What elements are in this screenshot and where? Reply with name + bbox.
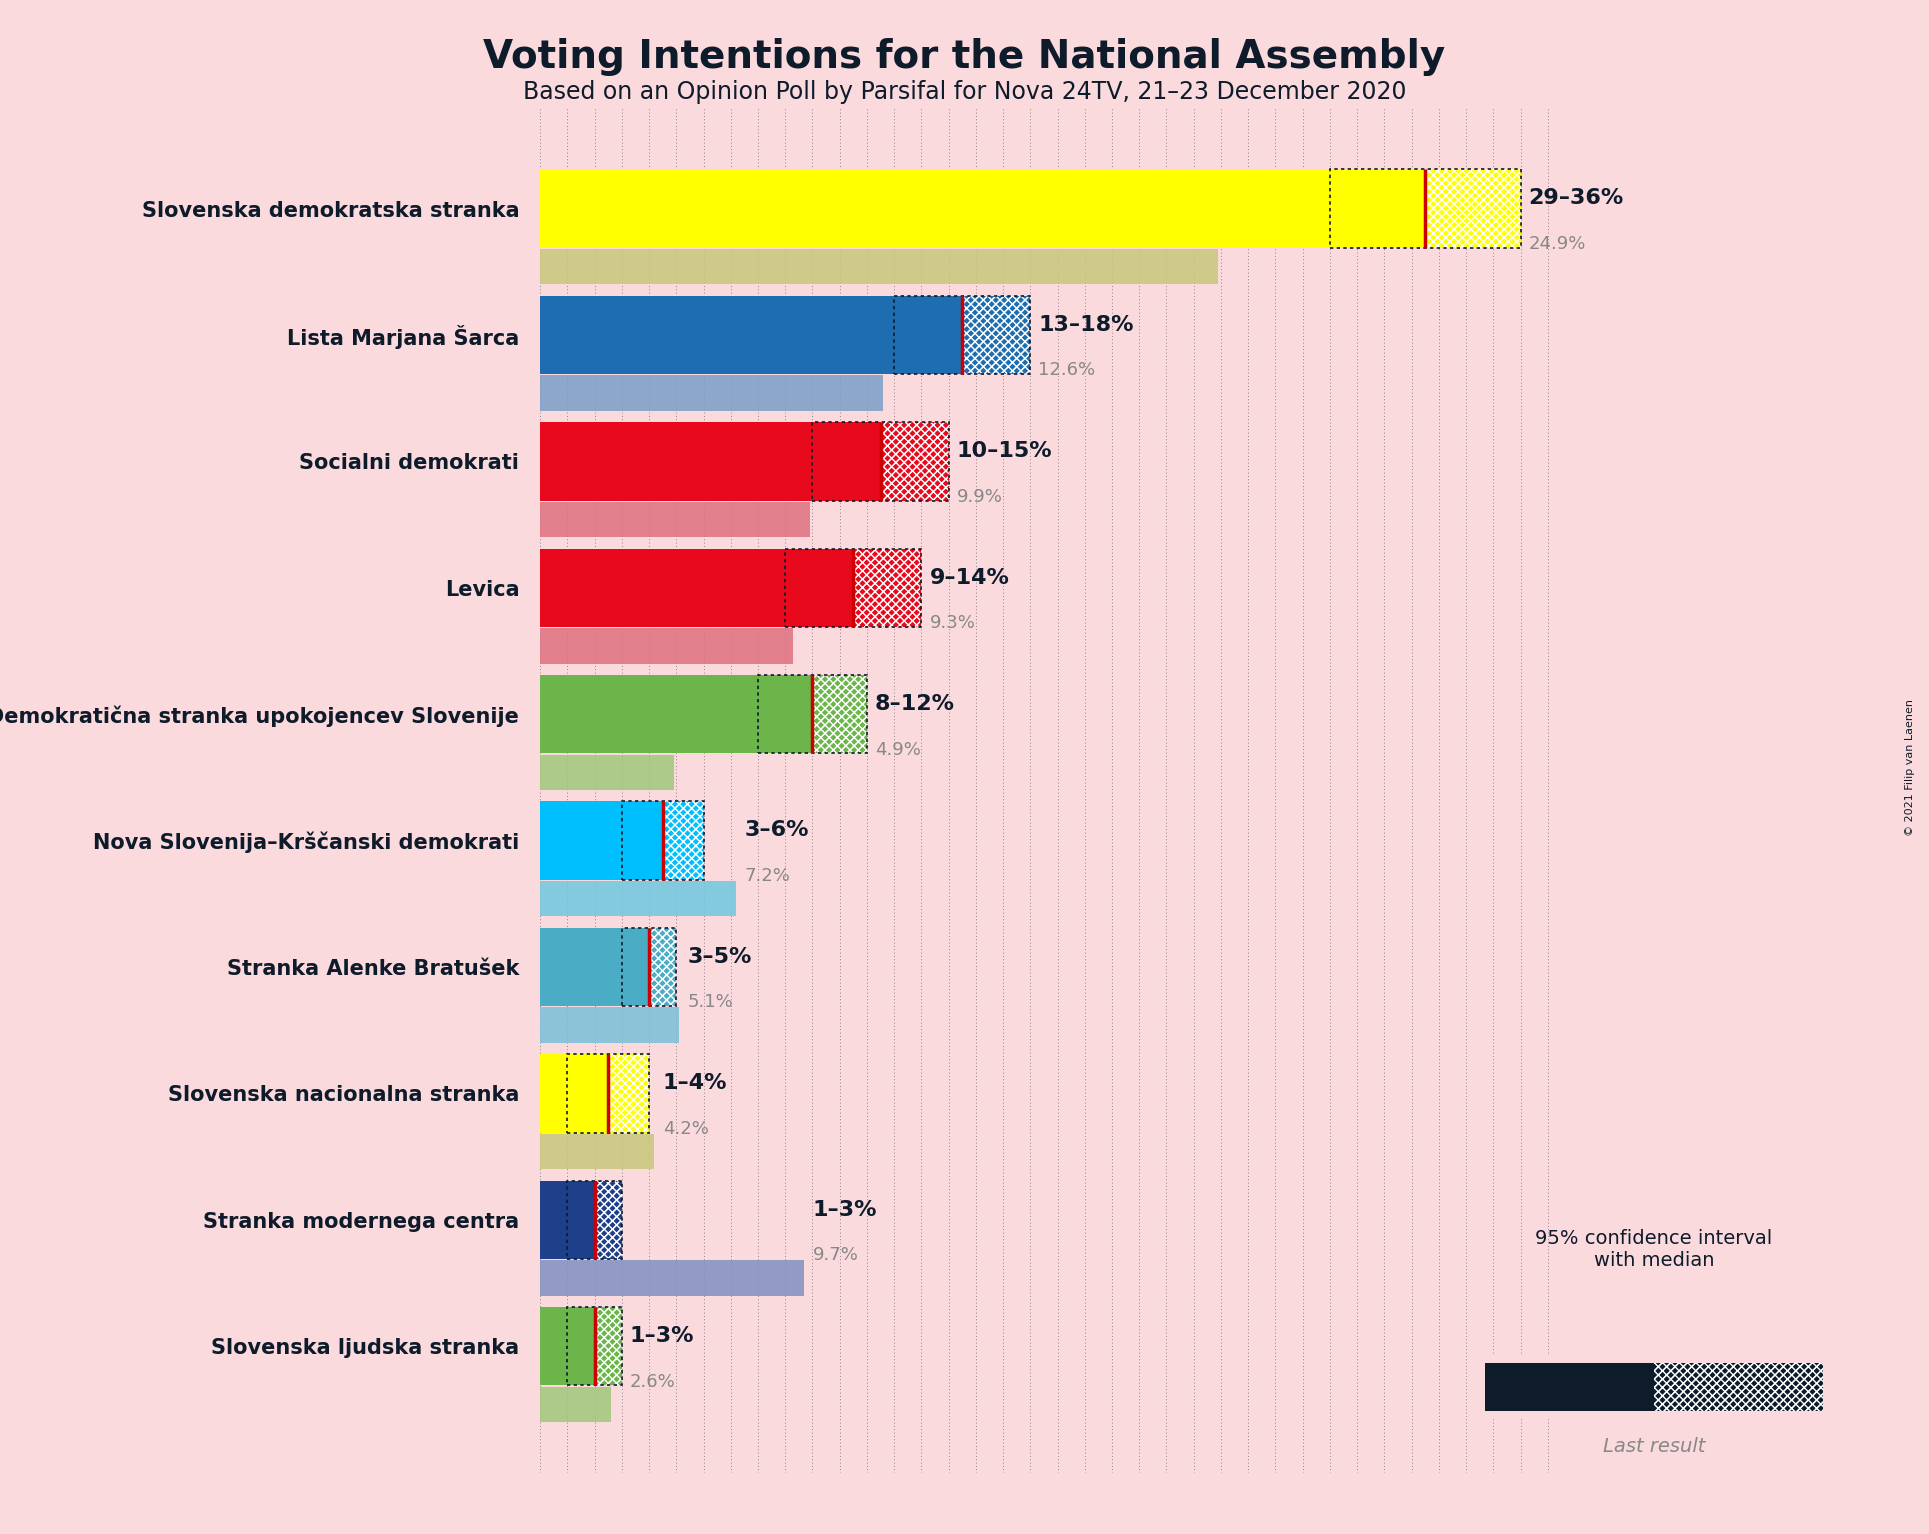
Bar bbox=[648, 928, 677, 1006]
Bar bbox=[812, 422, 949, 500]
Bar bbox=[567, 1181, 621, 1259]
Text: 29–36%: 29–36% bbox=[1528, 189, 1624, 209]
Bar bbox=[594, 1307, 621, 1385]
Bar bbox=[664, 801, 704, 881]
Text: 2.6%: 2.6% bbox=[631, 1373, 675, 1391]
Bar bbox=[540, 629, 793, 664]
Bar bbox=[567, 1054, 648, 1132]
Bar bbox=[594, 1181, 621, 1259]
Bar bbox=[853, 549, 922, 627]
Text: 13–18%: 13–18% bbox=[1038, 314, 1134, 334]
Bar bbox=[664, 801, 704, 881]
Bar bbox=[812, 675, 866, 753]
Bar bbox=[621, 801, 704, 881]
Bar bbox=[963, 296, 1030, 374]
Bar bbox=[540, 755, 673, 790]
Bar bbox=[1655, 1362, 1823, 1411]
Bar bbox=[608, 1054, 648, 1132]
Text: 9.9%: 9.9% bbox=[957, 488, 1003, 506]
Text: 1–4%: 1–4% bbox=[664, 1074, 727, 1094]
Bar bbox=[540, 502, 810, 537]
Bar bbox=[1426, 169, 1520, 247]
Bar bbox=[963, 296, 1030, 374]
Bar bbox=[1655, 1362, 1823, 1411]
Bar bbox=[785, 549, 922, 627]
Text: 1–3%: 1–3% bbox=[631, 1325, 694, 1347]
Bar bbox=[540, 801, 664, 881]
Bar bbox=[540, 169, 1426, 247]
Bar bbox=[895, 296, 1030, 374]
Text: 4.2%: 4.2% bbox=[664, 1120, 708, 1138]
Bar bbox=[540, 675, 812, 753]
Bar bbox=[540, 422, 880, 500]
Bar bbox=[540, 249, 1219, 284]
Bar bbox=[853, 549, 922, 627]
Bar bbox=[963, 296, 1030, 374]
Bar bbox=[1426, 169, 1520, 247]
Bar bbox=[594, 1181, 621, 1259]
Text: 8–12%: 8–12% bbox=[876, 693, 955, 713]
Text: 1–3%: 1–3% bbox=[812, 1200, 878, 1220]
Bar bbox=[540, 1134, 654, 1169]
Bar bbox=[608, 1054, 648, 1132]
Text: 9–14%: 9–14% bbox=[930, 568, 1009, 588]
Bar bbox=[540, 376, 883, 411]
Bar bbox=[594, 1307, 621, 1385]
Text: 4.9%: 4.9% bbox=[876, 741, 920, 758]
Bar bbox=[608, 1054, 648, 1132]
Bar bbox=[1426, 169, 1520, 247]
Bar bbox=[594, 1307, 621, 1385]
Text: © 2021 Filip van Laenen: © 2021 Filip van Laenen bbox=[1906, 698, 1915, 836]
Text: 5.1%: 5.1% bbox=[687, 994, 733, 1011]
Text: 9.7%: 9.7% bbox=[812, 1246, 858, 1264]
Text: 12.6%: 12.6% bbox=[1038, 362, 1096, 379]
Bar bbox=[540, 1307, 594, 1385]
Bar bbox=[567, 1307, 621, 1385]
Text: 9.3%: 9.3% bbox=[930, 614, 976, 632]
Text: 3–5%: 3–5% bbox=[687, 946, 752, 966]
Bar bbox=[540, 881, 737, 916]
Bar bbox=[1329, 169, 1520, 247]
Bar bbox=[758, 675, 866, 753]
Bar bbox=[664, 801, 704, 881]
Bar bbox=[594, 1181, 621, 1259]
Bar bbox=[880, 422, 949, 500]
Bar bbox=[880, 422, 949, 500]
Bar bbox=[812, 675, 866, 753]
Bar bbox=[1655, 1362, 1823, 1411]
Bar bbox=[540, 928, 648, 1006]
Bar bbox=[621, 928, 677, 1006]
Text: Based on an Opinion Poll by Parsifal for Nova 24TV, 21–23 December 2020: Based on an Opinion Poll by Parsifal for… bbox=[523, 80, 1406, 104]
Bar bbox=[648, 928, 677, 1006]
Bar bbox=[853, 549, 922, 627]
Bar bbox=[1485, 1362, 1655, 1411]
Text: 10–15%: 10–15% bbox=[957, 442, 1053, 462]
Bar bbox=[540, 1387, 611, 1422]
Bar bbox=[540, 549, 853, 627]
Bar bbox=[880, 422, 949, 500]
Text: 95% confidence interval
with median: 95% confidence interval with median bbox=[1535, 1229, 1773, 1270]
Text: 24.9%: 24.9% bbox=[1528, 235, 1586, 253]
Text: Last result: Last result bbox=[1603, 1437, 1705, 1456]
Bar bbox=[540, 1008, 679, 1043]
Text: Voting Intentions for the National Assembly: Voting Intentions for the National Assem… bbox=[484, 38, 1445, 77]
Bar bbox=[540, 1261, 804, 1296]
Text: 7.2%: 7.2% bbox=[745, 867, 791, 885]
Text: 3–6%: 3–6% bbox=[745, 821, 808, 841]
Bar bbox=[648, 928, 677, 1006]
Bar bbox=[540, 1054, 608, 1132]
Bar bbox=[812, 675, 866, 753]
Bar bbox=[540, 1181, 594, 1259]
Bar bbox=[540, 296, 963, 374]
